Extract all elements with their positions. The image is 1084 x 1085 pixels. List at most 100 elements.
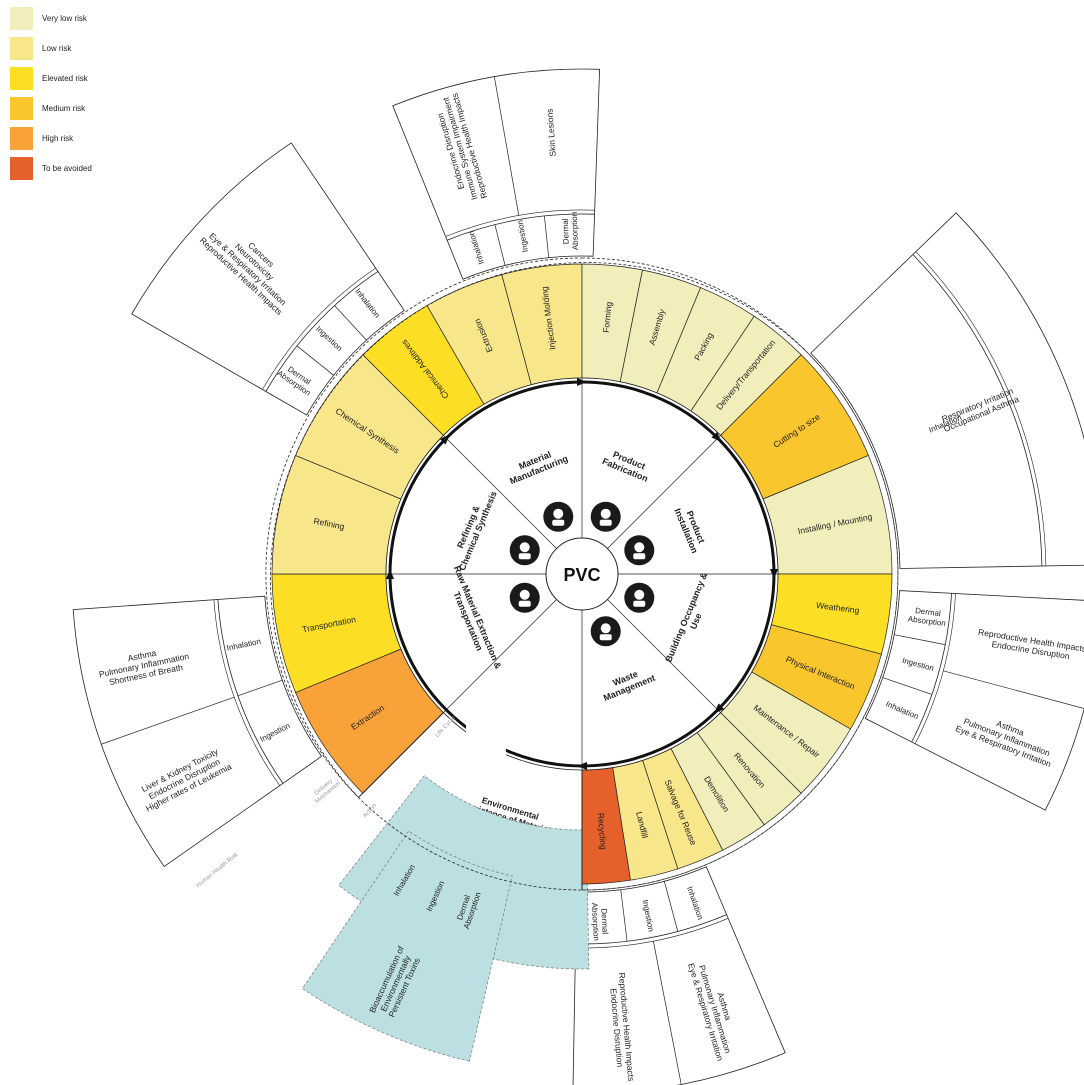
delivery-risk-separator [575,914,727,945]
delivery-risk-separator [575,918,729,949]
delivery-divider [494,224,506,266]
flask-icon-glyph [518,553,531,560]
legend-swatch [10,157,33,180]
delivery-risk-separator [915,251,1047,566]
excavator-icon-glyph [518,600,531,607]
legend-swatch [10,97,33,120]
factory-robot-arm-icon-glyph [599,519,612,526]
trash-recycle-icon-glyph [599,634,612,641]
ring-label-human-health: Human Health Risk [195,851,240,889]
delivery-risk-separator [265,271,379,392]
lifecycle-arrowhead [711,431,722,442]
center-circle [545,537,619,611]
risk-divider [943,670,1084,709]
delivery-mechanism-label: DermalAbsorption [590,902,610,941]
delivery-divider [663,881,679,932]
legend-swatch [10,67,33,90]
text-line: Dermal [599,908,609,934]
text-line: Absorption [590,902,601,941]
occupants-family-icon-glyph [633,600,646,607]
lifecycle-arrowhead [386,569,394,579]
worker-goggles-icon-glyph [552,519,565,526]
risk-divider [101,696,235,745]
legend-swatch [10,7,33,30]
legend-item: To be avoided [10,157,92,180]
delivery-risk-separator [262,267,376,390]
legend-label: To be avoided [42,164,92,173]
legend-label: Elevated risk [42,74,88,83]
trash-recycle-icon-glyph [600,623,611,634]
health-sector [810,212,1084,569]
legend-item: High risk [10,127,92,150]
ring-label-action: Action [362,803,378,819]
delivery-mechanism-label: DermalAbsorption [561,212,581,251]
text-line: Absorption [570,212,580,251]
delivery-divider [296,345,334,376]
delivery-risk-separator [912,254,1043,567]
worker-goggles-icon-glyph [553,508,564,519]
delivery-divider [894,634,946,645]
legend-swatch [10,37,33,60]
construction-worker-icon-glyph [633,553,646,560]
health-sector [131,142,405,416]
delivery-risk-separator [911,593,952,743]
delivery-risk-separator [213,599,280,786]
risk-legend: Very low risk Low risk Elevated risk Med… [10,0,92,180]
stage-icons [509,501,655,647]
text-line: Forming [601,301,614,333]
text-line: Skin Lesions [544,108,557,157]
stage-divider [607,435,721,549]
env-sector-outer [301,830,513,1062]
lifecycle-arrowhead [714,703,725,714]
flask-icon-glyph [519,542,530,553]
lifecycle-arrowhead [577,762,587,770]
health-sector [392,68,601,280]
delivery-risk-separator [446,213,595,241]
action-ring-dashed-edge [270,262,806,798]
health-risk-label: Skin Lesions [544,108,557,157]
legend-label: Medium risk [42,104,86,113]
risk-divider [493,76,520,216]
text-line: Human Health Risk [195,851,240,889]
delivery-divider [544,215,550,258]
lifecycle-arrow-ring [386,378,778,770]
text-line: Action [362,803,378,819]
construction-worker-icon-glyph [634,542,645,553]
action-ring-dashed-edge [265,257,899,891]
stage-divider [607,599,721,713]
legend-item: Very low risk [10,7,92,30]
factory-robot-arm-icon-glyph [600,508,611,519]
ring-label-delivery: DeliveryMechanism [310,775,342,805]
risk-divider [653,941,682,1085]
legend-item: Low risk [10,37,92,60]
legend-label: Very low risk [42,14,87,23]
legend-item: Elevated risk [10,67,92,90]
lifecycle-arrowhead [439,434,450,445]
legend-label: Low risk [42,44,72,53]
environmental-persistence-sector: EnvironmentalPersistence of MaterialsDer… [301,775,590,1062]
excavator-icon-glyph [519,589,530,600]
action-label: Recycling [596,812,609,850]
center-hub: PVC [545,537,619,611]
legend-item: Medium risk [10,97,92,120]
stage-divider [358,712,444,798]
legend-label: High risk [42,134,74,143]
lifecycle-arrowhead [577,378,587,386]
legend-swatch [10,127,33,150]
health-sector [864,590,1084,811]
occupants-family-icon-glyph [634,589,645,600]
arrow-gap [466,720,506,761]
delivery-divider [237,679,283,697]
delivery-divider [620,889,628,942]
outer-health-risk-sectors: Inhalation Ingestion DermalAbsorptionEndoc… [72,68,1084,1085]
delivery-risk-separator [914,593,956,744]
delivery-divider [882,677,932,695]
text-line: Recycling [596,812,609,850]
stage-divider [443,599,557,713]
stage-divider [443,435,557,549]
delivery-divider [334,305,367,341]
lifecycle-arrowhead [770,569,778,579]
text-line: Dermal [561,218,571,244]
